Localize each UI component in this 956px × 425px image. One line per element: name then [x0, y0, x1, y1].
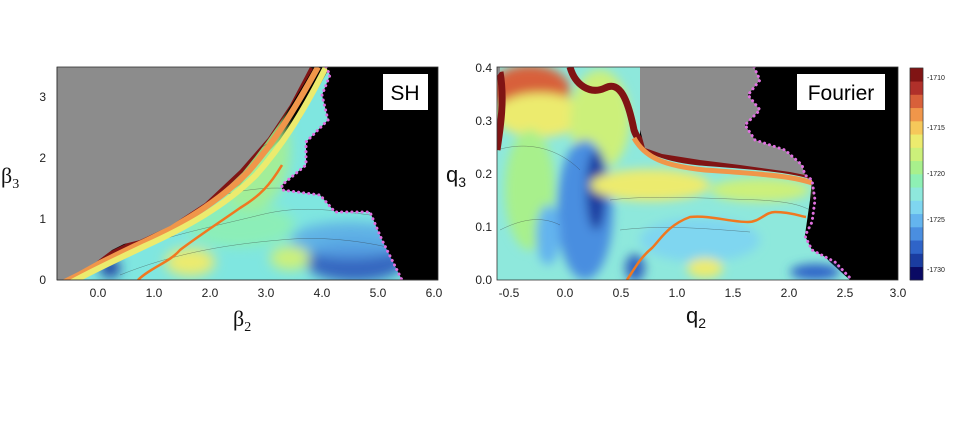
sh-x-tick: 5.0	[370, 286, 387, 300]
colorbar-band	[910, 81, 923, 95]
sh-out-of-range-region	[282, 67, 438, 280]
fourier-bottom-right-blue	[790, 264, 840, 280]
fourier-valley-left	[536, 205, 560, 265]
sh-fission-path	[137, 164, 284, 280]
fourier-panel: Fourier -0.5 0.0 0.5 1.0 1.5 2.0 2.5 3.0…	[446, 61, 907, 331]
colorbar-band	[910, 94, 923, 109]
sh-y-tick: 3	[39, 90, 46, 104]
sh-unbound-region	[57, 67, 310, 280]
sh-x-tick: 2.0	[202, 286, 219, 300]
sh-panel: SH 0.0 1.0 2.0 3.0 4.0 5.0 6.0 0 1 2 3 β…	[1, 66, 443, 335]
fourier-y-tick: 0.2	[475, 167, 492, 181]
colorbar-band	[910, 213, 923, 228]
colorbar-band	[910, 174, 923, 188]
fourier-x-tick: 2.0	[781, 286, 798, 300]
sh-basin-mid	[185, 203, 295, 247]
sh-contour-line	[119, 238, 401, 276]
sh-panel-label: SH	[390, 82, 419, 105]
fourier-y-tick: 0.3	[475, 114, 492, 128]
fourier-x-tick: 0.5	[613, 286, 630, 300]
sh-edge-band-orange	[62, 67, 321, 280]
fourier-y-tick: 0.1	[475, 220, 492, 234]
fourier-x-tick: -0.5	[499, 286, 520, 300]
sh-y-axis-label: β3	[1, 163, 19, 192]
colorbar-bands	[909, 67, 924, 281]
fourier-label-box	[797, 74, 885, 110]
colorbar-band	[910, 68, 923, 82]
colorbar-band	[910, 160, 923, 175]
sh-edge-band-yellow	[70, 67, 329, 280]
sh-y-tick: 0	[39, 273, 46, 287]
fourier-rim-orange	[631, 136, 813, 186]
colorbar-tick: -1725	[927, 217, 945, 224]
fourier-unbound-corner	[497, 67, 500, 76]
sh-x-tick: 6.0	[426, 286, 443, 300]
sh-x-tick: 4.0	[314, 286, 331, 300]
fourier-contour-line	[609, 197, 811, 211]
fourier-x-tick: 1.5	[725, 286, 742, 300]
sh-x-tick: 0.0	[90, 286, 107, 300]
fourier-x-tick: 2.5	[837, 286, 854, 300]
fourier-contour-line	[619, 227, 751, 233]
fourier-bottom-yellow	[687, 258, 723, 278]
colorbar-tick: -1730	[927, 267, 945, 274]
fourier-x-tick: 3.0	[890, 286, 907, 300]
colorbar-band	[910, 107, 923, 122]
fourier-x-tick: 0.0	[557, 286, 574, 300]
colorbar-band	[910, 200, 923, 215]
fourier-ridge-yellow-2	[710, 178, 810, 202]
sh-ridge-yellow	[165, 248, 215, 276]
colorbar-tick: -1710	[927, 75, 945, 82]
sh-y-tick: 2	[39, 151, 46, 165]
sh-y-tick: 1	[39, 212, 46, 226]
colorbar-frame	[909, 67, 924, 281]
colorbar-band	[910, 227, 923, 241]
fourier-out-of-range-region	[745, 67, 898, 280]
sh-x-axis-label: β2	[233, 306, 251, 335]
sh-x-axis: 0.0 1.0 2.0 3.0 4.0 5.0 6.0	[57, 279, 443, 300]
fourier-ridge-yellow	[590, 169, 710, 201]
sh-x-tick: 1.0	[146, 286, 163, 300]
colorbar-band	[910, 240, 923, 254]
fourier-panel-label: Fourier	[808, 82, 875, 105]
colorbar-band	[910, 147, 923, 162]
fourier-plot-frame	[496, 66, 899, 281]
fourier-fission-path	[625, 210, 807, 280]
fourier-y-tick: 0.4	[475, 61, 492, 75]
fourier-contour-line	[497, 145, 581, 171]
sh-x-tick: 3.0	[258, 286, 275, 300]
fourier-energy-surface	[497, 67, 850, 280]
colorbar: -1710 -1715 -1720 -1725 -1730	[909, 67, 945, 281]
fourier-x-tick: 1.0	[669, 286, 686, 300]
fourier-x-axis-label: q2	[686, 303, 706, 331]
sh-ridge-yellow-2	[270, 246, 310, 270]
sh-label-box	[383, 74, 428, 110]
fourier-y-axis-label: q3	[446, 162, 466, 190]
colorbar-band	[910, 134, 923, 148]
sh-boundary-dots	[280, 67, 404, 280]
colorbar-tick: -1715	[927, 125, 945, 132]
fourier-contour-line	[499, 219, 561, 231]
sh-y-axis: 0 1 2 3	[39, 67, 58, 287]
fourier-unbound-region	[640, 67, 805, 175]
colorbar-band	[910, 266, 923, 281]
fourier-y-axis: 0.0 0.1 0.2 0.3 0.4	[475, 61, 492, 287]
fourier-top-left-yellow	[497, 93, 585, 137]
colorbar-band	[910, 187, 923, 201]
colorbar-tick: -1720	[927, 171, 945, 178]
colorbar-band	[910, 253, 923, 268]
colorbar-band	[910, 121, 923, 135]
fourier-y-tick: 0.0	[475, 273, 492, 287]
fourier-x-axis: -0.5 0.0 0.5 1.0 1.5 2.0 2.5 3.0	[499, 286, 907, 300]
